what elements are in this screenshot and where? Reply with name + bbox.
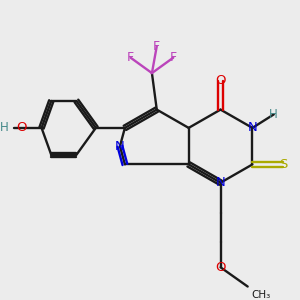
Text: N: N: [248, 122, 257, 134]
Text: F: F: [127, 51, 134, 64]
Text: F: F: [170, 51, 177, 64]
Text: CH₃: CH₃: [252, 290, 271, 300]
Text: F: F: [153, 40, 160, 53]
Text: H: H: [0, 122, 9, 134]
Text: O: O: [215, 74, 226, 87]
Text: H: H: [269, 108, 278, 121]
Text: S: S: [279, 158, 288, 171]
Text: N: N: [115, 140, 125, 153]
Text: N: N: [216, 176, 225, 189]
Text: O: O: [16, 122, 27, 134]
Text: O: O: [215, 261, 226, 274]
